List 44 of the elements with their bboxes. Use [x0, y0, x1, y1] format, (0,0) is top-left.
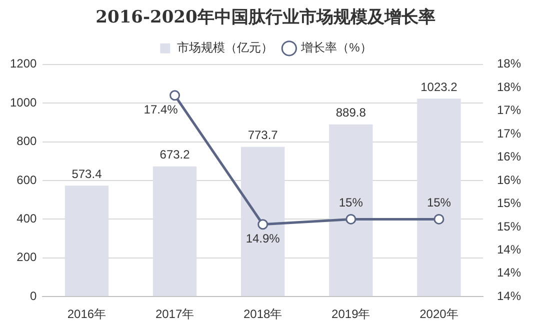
- y2-tick-label: 15%: [496, 196, 522, 210]
- y2-tick-label: 14%: [496, 266, 522, 280]
- data-label: 773.7: [248, 128, 278, 142]
- data-label: 673.2: [160, 148, 190, 162]
- y-tick-label: 400: [16, 212, 38, 226]
- x-tick-label: 2016年: [67, 307, 106, 322]
- y2-tick-label: 17%: [496, 126, 522, 140]
- y-tick-label: 200: [16, 250, 38, 264]
- y-tick-label: 1000: [10, 95, 38, 110]
- x-tick-label: 2017年: [155, 307, 194, 322]
- point: [346, 214, 356, 224]
- bar: [64, 186, 109, 296]
- y-tick-label: 0: [30, 288, 38, 303]
- data-label: 15%: [426, 196, 452, 210]
- y2-tick-label: 16%: [496, 172, 522, 187]
- bar: [152, 166, 197, 296]
- legend-label: 市场规模（亿元）: [177, 40, 274, 55]
- x-tick-label: 2020年: [420, 307, 458, 322]
- legend-label: 增长率（%）: [300, 40, 372, 55]
- y-tick-label: 1200: [10, 56, 38, 71]
- y-tick-label: 600: [16, 172, 38, 187]
- bar: [417, 98, 461, 296]
- data-label: 15%: [338, 196, 364, 210]
- point: [170, 90, 180, 101]
- data-label: 573.4: [72, 166, 102, 181]
- bar: [241, 146, 285, 296]
- y2-tick-label: 18%: [496, 56, 522, 71]
- y2-tick-label: 16%: [496, 150, 522, 164]
- chart-title: 2016-2020年中国肽行业市场规模及增长率: [96, 8, 436, 28]
- y2-tick-label: 14%: [496, 288, 522, 303]
- data-label: 14.9%: [246, 232, 280, 246]
- y2-tick-label: 14%: [496, 242, 522, 256]
- y2-tick-label: 15%: [496, 219, 522, 234]
- data-label: 17.4%: [144, 102, 178, 117]
- x-tick-label: 2019年: [332, 307, 370, 322]
- bar: [329, 124, 373, 296]
- y2-tick-label: 17%: [496, 103, 522, 118]
- point: [434, 214, 444, 224]
- data-label: 889.8: [336, 106, 366, 120]
- point: [258, 219, 268, 230]
- y-tick-label: 800: [16, 134, 38, 148]
- y2-tick-label: 18%: [496, 80, 522, 94]
- data-label: 1023.2: [420, 80, 458, 94]
- x-tick-label: 2018年: [243, 307, 282, 322]
